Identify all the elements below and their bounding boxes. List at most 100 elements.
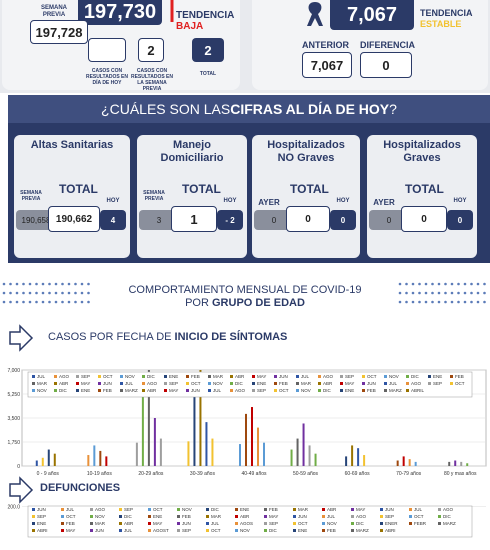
legend-label: FEB [269,507,278,512]
dot [424,300,428,304]
legend-label: OCT [298,521,308,526]
bar [251,407,253,466]
dot [48,282,51,286]
legend-label: SEP [37,514,46,519]
dot [463,291,467,295]
legend-label: JUN [182,521,191,526]
legend-label: MARZ [356,528,369,533]
legend-label: SEP [81,374,90,379]
legend-label: JUL [414,507,422,512]
legend-label: NOV [95,514,105,519]
dot [22,300,25,304]
legend-swatch [177,522,180,525]
legend-swatch [264,508,267,511]
legend-swatch [293,515,296,518]
dot [80,300,84,304]
legend-swatch [293,529,296,532]
legend-label: OCT [66,514,76,519]
legend-label: NOV [125,374,135,379]
legend-swatch [351,529,354,532]
legend-swatch [438,522,441,525]
dot [54,300,58,304]
legend-label: ABR [240,514,250,519]
dot [450,282,454,286]
y-tick-label: 5,250 [7,392,20,398]
legend-swatch [318,389,321,392]
title-part: POR [185,297,212,309]
deaths-total: 7,067 [330,0,414,30]
legend-swatch [296,375,299,378]
bar [211,438,214,466]
trend-label: TENDENCIA [176,10,235,21]
legend-swatch [296,389,299,392]
title-part: COMPORTAMIENTO MENSUAL DE COVID-19 [128,284,362,296]
legend-swatch [54,382,57,385]
dot [470,300,473,304]
legend-label: DIC [269,528,278,533]
dot [424,282,428,286]
legend-label: ABR [235,374,245,379]
legend-label: JUL [66,507,74,512]
legend-label: MAY [153,521,162,526]
legend-swatch [235,529,238,532]
legend-swatch [274,382,277,385]
legend-swatch [119,522,122,525]
legend-swatch [380,522,383,525]
bar [296,438,299,466]
prev-label: AYER [373,198,395,207]
dot [67,291,71,295]
cases-total: 197,730 [78,0,162,25]
title-part: ¿CUÁLES SON LAS [101,101,231,117]
legend-swatch [384,382,387,385]
legend-label: AGO [235,388,246,393]
legend-label: JUL [125,381,133,386]
legend-label: JUN [103,381,112,386]
dot [476,291,480,295]
legend-label: ENE [81,388,90,393]
legend-label: JUL [301,374,309,379]
dot [87,282,90,286]
down-arrow [170,0,174,22]
title-bold: GRUPO DE EDAD [212,297,305,309]
prev-value: 190,658 [16,210,56,230]
legend-label: MAR [301,381,312,386]
today-caption: CASOS CON RESULTADOS EN DÍA DE HOY [85,68,129,86]
legend-swatch [61,529,64,532]
legend-label: OCT [153,507,163,512]
y-tick-label: 1,750 [7,440,20,446]
cases-chart-title: CASOS POR FECHA DE INICIO DE SÍNTOMAS [48,331,287,343]
dot [444,291,447,295]
legend-swatch [142,375,145,378]
delta: 4 [100,210,126,230]
legend-label: NOV [213,381,223,386]
monthly-title: COMPORTAMIENTO MENSUAL DE COVID-19 POR GR… [100,284,390,310]
delta: 0 [330,210,356,230]
dots-band [2,282,486,304]
x-tick-label: 70-79 años [396,471,422,477]
deaths-prev-value: 7,067 [302,52,352,78]
bar [263,442,265,466]
legend-swatch [380,515,383,518]
legend-swatch [76,389,79,392]
legend-label: MAY [356,507,365,512]
dot [418,300,421,304]
legend-label: OCT [103,374,113,379]
delta: - 2 [217,210,243,230]
legend-swatch [406,375,409,378]
legend-label: FEB [103,388,112,393]
bar [141,376,144,466]
legend-swatch [340,382,343,385]
legend-swatch [362,389,365,392]
bar [193,379,196,466]
bar [460,461,463,466]
legend-label: JUL [389,381,397,386]
dot [470,291,473,295]
legend-swatch [322,515,325,518]
legend-label: ABR [323,381,333,386]
legend-swatch [32,389,35,392]
bar [345,456,348,466]
legend-swatch [351,508,354,511]
legend-swatch [318,382,321,385]
dot [437,291,441,295]
dot [35,291,38,295]
